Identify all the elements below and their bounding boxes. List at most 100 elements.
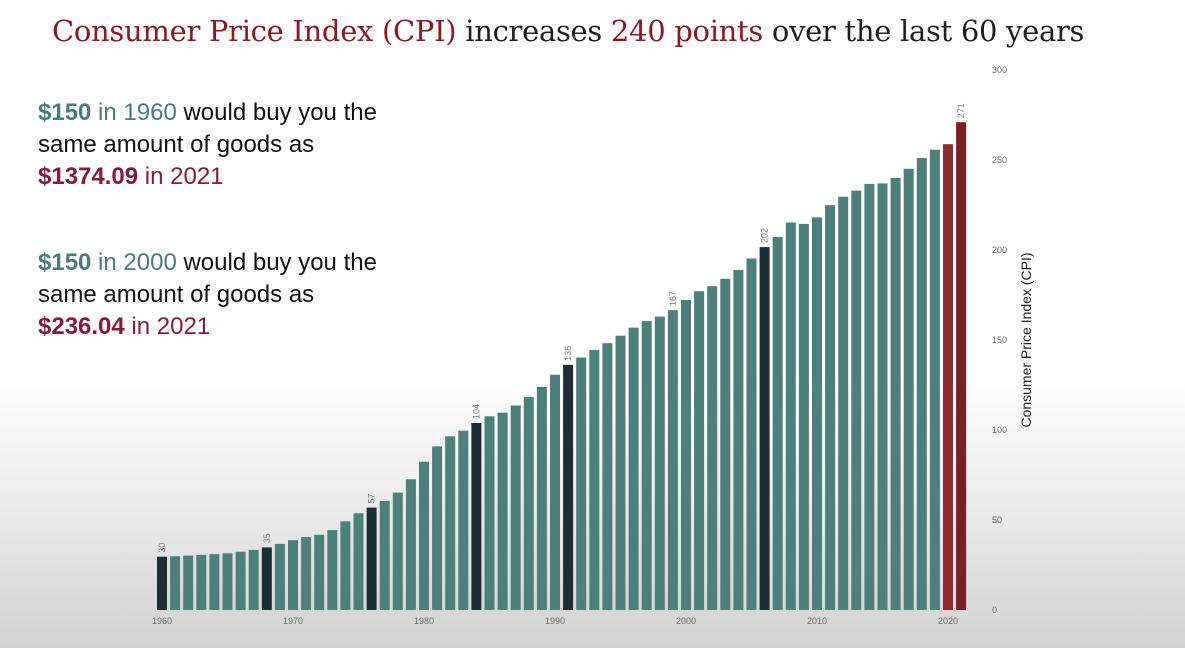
bar-1971 bbox=[301, 537, 312, 610]
y-tick-100: 100 bbox=[992, 425, 1007, 435]
bar-2003 bbox=[720, 278, 731, 610]
callout-line-2: same amount of goods as bbox=[38, 281, 315, 308]
callout-line-1: $150 in 2000 would buy you the bbox=[38, 247, 468, 279]
bar-1966 bbox=[235, 551, 246, 610]
bar-1987 bbox=[510, 405, 521, 610]
callout-amount-2021: $236.04 bbox=[38, 313, 125, 340]
callout-2000: $150 in 2000 would buy you the same amou… bbox=[38, 247, 468, 343]
bar-2001 bbox=[694, 291, 705, 610]
bar-2008 bbox=[785, 222, 796, 610]
bar-1962 bbox=[183, 555, 194, 610]
bar-2014 bbox=[864, 183, 875, 610]
x-tick-2020: 2020 bbox=[938, 616, 958, 626]
bar-2002 bbox=[707, 286, 718, 610]
bar-1984 bbox=[471, 423, 482, 610]
x-tick-1990: 1990 bbox=[545, 616, 565, 626]
bar-2006 bbox=[759, 247, 770, 610]
callout-year: 2000 bbox=[123, 249, 177, 276]
bar-1986 bbox=[497, 412, 508, 610]
bar-1978 bbox=[392, 492, 403, 610]
callout-line-2: same amount of goods as bbox=[38, 131, 315, 158]
bar-1981 bbox=[432, 446, 443, 610]
y-tick-150: 150 bbox=[992, 335, 1007, 345]
data-label-1968: 35 bbox=[262, 533, 272, 543]
bar-2004 bbox=[733, 270, 744, 610]
callout-in-2021: in 2021 bbox=[124, 313, 211, 340]
bar-1996 bbox=[628, 327, 639, 610]
data-label-1976: 57 bbox=[367, 494, 377, 504]
bar-2011 bbox=[825, 205, 836, 610]
data-label-2006: 202 bbox=[760, 228, 770, 243]
bar-2020 bbox=[943, 144, 953, 610]
x-tick-2010: 2010 bbox=[807, 616, 827, 626]
bar-2007 bbox=[772, 236, 783, 610]
bar-2019 bbox=[929, 149, 940, 610]
bar-2016 bbox=[890, 178, 901, 610]
title-highlight: 240 points bbox=[610, 14, 763, 48]
callout-amount-2021: $1374.09 bbox=[38, 163, 139, 190]
bar-1985 bbox=[484, 416, 495, 610]
bar-2018 bbox=[916, 158, 927, 610]
bar-2017 bbox=[903, 168, 914, 611]
bar-2015 bbox=[877, 183, 888, 610]
callout-text: would buy you the bbox=[176, 249, 377, 276]
callout-line-3: $1374.09 in 2021 bbox=[38, 161, 468, 193]
bar-1997 bbox=[641, 321, 652, 610]
bar-1963 bbox=[196, 554, 207, 610]
bar-1974 bbox=[340, 521, 351, 610]
callout-text: would buy you the bbox=[176, 99, 377, 126]
y-tick-250: 250 bbox=[992, 155, 1007, 165]
bar-2012 bbox=[838, 196, 849, 610]
bar-2009 bbox=[798, 223, 809, 610]
bar-1993 bbox=[589, 349, 600, 610]
title-suffix: over the last 60 years bbox=[763, 14, 1085, 48]
bar-1972 bbox=[314, 534, 325, 610]
callout-line-3: $236.04 in 2021 bbox=[38, 311, 468, 343]
bar-1990 bbox=[550, 374, 560, 610]
title-prefix: Consumer Price Index (CPI) bbox=[52, 14, 457, 48]
x-tick-2000: 2000 bbox=[676, 616, 696, 626]
bar-1988 bbox=[523, 397, 534, 610]
bar-2013 bbox=[851, 190, 862, 610]
data-label-1991: 136 bbox=[563, 346, 573, 361]
bar-2021 bbox=[956, 122, 967, 610]
bar-1968 bbox=[261, 547, 272, 610]
x-tick-1980: 1980 bbox=[414, 616, 434, 626]
bar-1973 bbox=[327, 530, 338, 610]
bar-2005 bbox=[746, 258, 757, 610]
callout-amount: $150 bbox=[38, 99, 92, 126]
bar-1964 bbox=[209, 554, 220, 610]
x-tick-1960: 1960 bbox=[152, 616, 172, 626]
data-label-2021: 271 bbox=[956, 103, 966, 118]
bar-1970 bbox=[288, 540, 298, 610]
bar-1994 bbox=[602, 343, 613, 610]
callout-in: in bbox=[91, 249, 124, 276]
bar-1992 bbox=[576, 357, 587, 610]
bar-1977 bbox=[379, 500, 390, 610]
bar-1961 bbox=[170, 556, 181, 610]
bar-1975 bbox=[353, 513, 364, 610]
bar-1979 bbox=[405, 479, 416, 610]
bar-1980 bbox=[419, 461, 429, 610]
bar-1960 bbox=[157, 556, 167, 610]
y-tick-0: 0 bbox=[992, 605, 997, 615]
callout-in: in bbox=[91, 99, 124, 126]
bar-1982 bbox=[445, 436, 456, 610]
x-tick-1970: 1970 bbox=[283, 616, 303, 626]
bar-1989 bbox=[536, 386, 547, 610]
y-tick-50: 50 bbox=[992, 515, 1002, 525]
bar-1976 bbox=[366, 507, 377, 610]
bar-1991 bbox=[563, 364, 574, 610]
bar-2000 bbox=[681, 300, 691, 610]
data-label-1999: 167 bbox=[668, 291, 678, 306]
callout-amount: $150 bbox=[38, 249, 92, 276]
bar-1995 bbox=[615, 335, 626, 610]
bar-2010 bbox=[812, 217, 822, 610]
callout-line-1: $150 in 1960 would buy you the bbox=[38, 97, 468, 129]
data-label-1960: 30 bbox=[157, 543, 167, 553]
callout-in-2021: in 2021 bbox=[138, 163, 224, 190]
y-tick-300: 300 bbox=[992, 65, 1007, 75]
bar-1969 bbox=[274, 543, 285, 610]
data-label-1984: 104 bbox=[471, 404, 481, 419]
